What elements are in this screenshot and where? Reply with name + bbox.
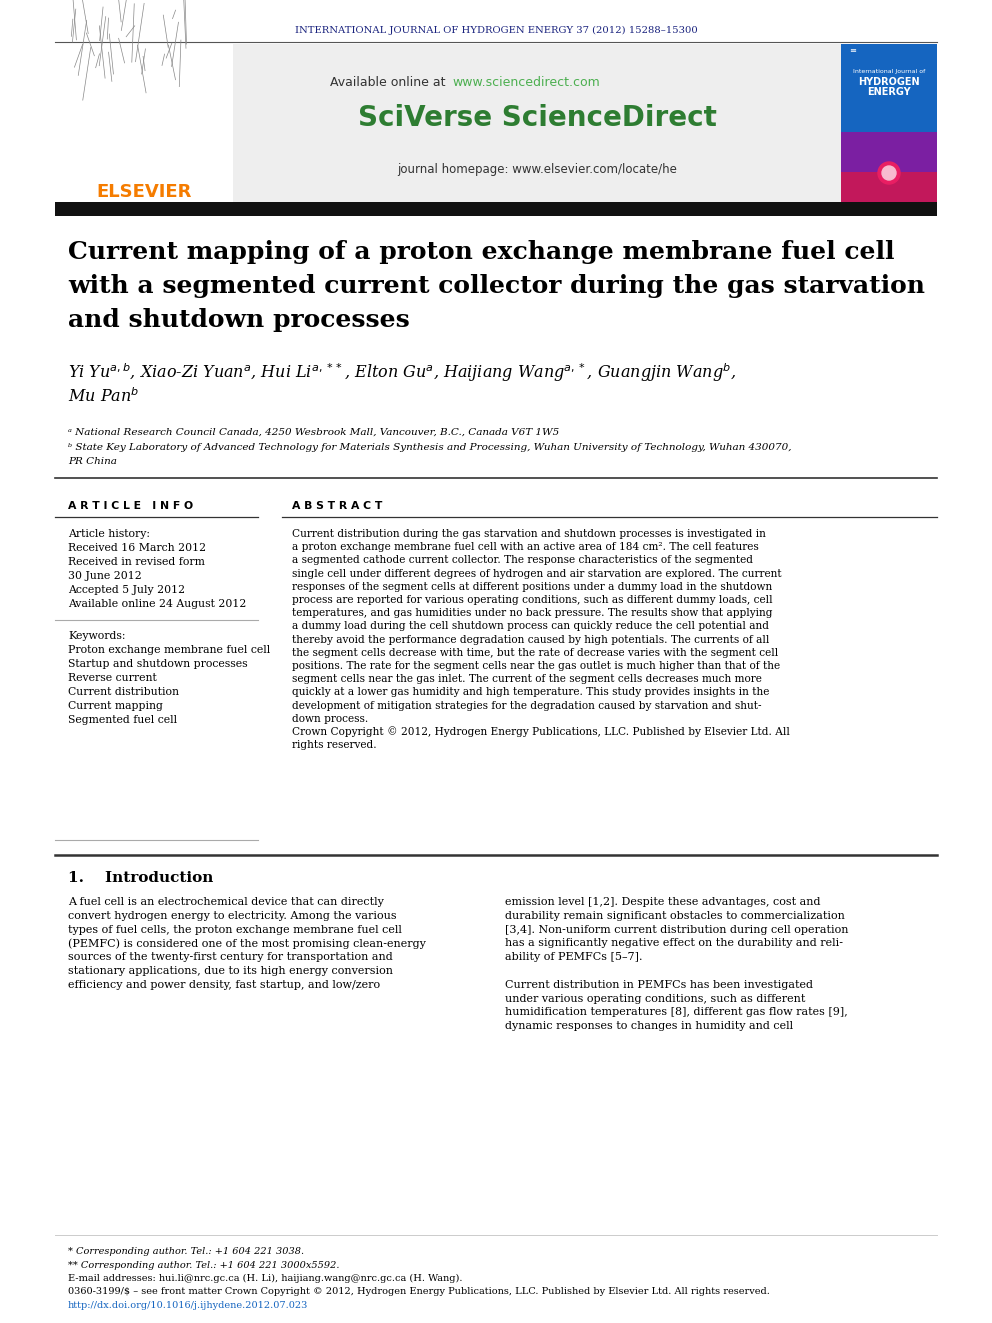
Text: ≡: ≡ [849,45,856,54]
Circle shape [882,165,896,180]
Text: convert hydrogen energy to electricity. Among the various: convert hydrogen energy to electricity. … [68,910,397,921]
Text: responses of the segment cells at different positions under a dummy load in the : responses of the segment cells at differ… [292,582,772,591]
Text: ability of PEMFCs [5–7].: ability of PEMFCs [5–7]. [505,953,643,962]
Text: durability remain significant obstacles to commercialization: durability remain significant obstacles … [505,910,845,921]
Text: sources of the twenty-first century for transportation and: sources of the twenty-first century for … [68,953,393,962]
Text: Received in revised form: Received in revised form [68,557,205,568]
Text: ᵇ State Key Laboratory of Advanced Technology for Materials Synthesis and Proces: ᵇ State Key Laboratory of Advanced Techn… [68,443,792,452]
Text: Segmented fuel cell: Segmented fuel cell [68,714,178,725]
Text: E-mail addresses: hui.li@nrc.gc.ca (H. Li), haijiang.wang@nrc.gc.ca (H. Wang).: E-mail addresses: hui.li@nrc.gc.ca (H. L… [68,1274,462,1282]
Text: Article history:: Article history: [68,529,150,538]
Bar [841,172,937,202]
Text: Reverse current: Reverse current [68,673,157,683]
Text: Startup and shutdown processes: Startup and shutdown processes [68,659,248,669]
Text: Available online at: Available online at [330,75,450,89]
Text: PR China: PR China [68,458,117,467]
Text: humidification temperatures [8], different gas flow rates [9],: humidification temperatures [8], differe… [505,1007,848,1017]
Bar [841,44,937,132]
Bar [841,132,937,172]
Text: INTERNATIONAL JOURNAL OF HYDROGEN ENERGY 37 (2012) 15288–15300: INTERNATIONAL JOURNAL OF HYDROGEN ENERGY… [295,25,697,34]
Text: http://dx.doi.org/10.1016/j.ijhydene.2012.07.023: http://dx.doi.org/10.1016/j.ijhydene.201… [68,1301,309,1310]
Text: rights reserved.: rights reserved. [292,740,377,750]
Text: Received 16 March 2012: Received 16 March 2012 [68,542,206,553]
Text: Current distribution during the gas starvation and shutdown processes is investi: Current distribution during the gas star… [292,529,766,538]
Text: www.sciencedirect.com: www.sciencedirect.com [452,75,600,89]
Text: efficiency and power density, fast startup, and low/zero: efficiency and power density, fast start… [68,980,380,990]
Text: development of mitigation strategies for the degradation caused by starvation an: development of mitigation strategies for… [292,701,762,710]
Text: ELSEVIER: ELSEVIER [96,183,191,201]
Text: temperatures, and gas humidities under no back pressure. The results show that a: temperatures, and gas humidities under n… [292,609,773,618]
Text: Mu Pan$^{b}$: Mu Pan$^{b}$ [68,388,139,406]
Text: [3,4]. Non-uniform current distribution during cell operation: [3,4]. Non-uniform current distribution … [505,925,848,934]
Text: Current distribution: Current distribution [68,687,179,697]
Bar [233,44,841,202]
Text: segment cells near the gas inlet. The current of the segment cells decreases muc: segment cells near the gas inlet. The cu… [292,675,762,684]
Text: HYDROGEN: HYDROGEN [858,77,920,87]
Bar [841,44,937,202]
Text: a segmented cathode current collector. The response characteristics of the segme: a segmented cathode current collector. T… [292,556,753,565]
Text: a proton exchange membrane fuel cell with an active area of 184 cm². The cell fe: a proton exchange membrane fuel cell wit… [292,542,759,552]
Text: positions. The rate for the segment cells near the gas outlet is much higher tha: positions. The rate for the segment cell… [292,662,780,671]
Text: Available online 24 August 2012: Available online 24 August 2012 [68,599,246,609]
Text: under various operating conditions, such as different: under various operating conditions, such… [505,994,806,1004]
Text: Crown Copyright © 2012, Hydrogen Energy Publications, LLC. Published by Elsevier: Crown Copyright © 2012, Hydrogen Energy … [292,726,790,737]
Text: journal homepage: www.elsevier.com/locate/he: journal homepage: www.elsevier.com/locat… [397,164,677,176]
Text: types of fuel cells, the proton exchange membrane fuel cell: types of fuel cells, the proton exchange… [68,925,402,934]
Text: Keywords:: Keywords: [68,631,126,642]
Text: Yi Yu$^{a,b}$, Xiao-Zi Yuan$^{a}$, Hui Li$^{a,**}$, Elton Gu$^{a}$, Haijiang Wan: Yi Yu$^{a,b}$, Xiao-Zi Yuan$^{a}$, Hui L… [68,361,736,385]
Text: A B S T R A C T: A B S T R A C T [292,501,382,511]
Text: has a significantly negative effect on the durability and reli-: has a significantly negative effect on t… [505,938,843,949]
Text: ENERGY: ENERGY [867,87,911,97]
Text: Current mapping: Current mapping [68,701,163,710]
Text: International Journal of: International Journal of [853,70,926,74]
Text: thereby avoid the performance degradation caused by high potentials. The current: thereby avoid the performance degradatio… [292,635,770,644]
Text: stationary applications, due to its high energy conversion: stationary applications, due to its high… [68,966,393,976]
Text: down process.: down process. [292,714,368,724]
Text: with a segmented current collector during the gas starvation: with a segmented current collector durin… [68,274,925,298]
Text: Proton exchange membrane fuel cell: Proton exchange membrane fuel cell [68,646,270,655]
Text: 0360-3199/$ – see front matter Crown Copyright © 2012, Hydrogen Energy Publicati: 0360-3199/$ – see front matter Crown Cop… [68,1287,770,1297]
Text: A R T I C L E   I N F O: A R T I C L E I N F O [68,501,193,511]
Text: single cell under different degrees of hydrogen and air starvation are explored.: single cell under different degrees of h… [292,569,782,578]
Text: Current mapping of a proton exchange membrane fuel cell: Current mapping of a proton exchange mem… [68,239,895,265]
Text: quickly at a lower gas humidity and high temperature. This study provides insigh: quickly at a lower gas humidity and high… [292,688,770,697]
Text: a dummy load during the cell shutdown process can quickly reduce the cell potent: a dummy load during the cell shutdown pr… [292,622,769,631]
Text: (PEMFC) is considered one of the most promising clean-energy: (PEMFC) is considered one of the most pr… [68,938,426,949]
Text: the segment cells decrease with time, but the rate of decrease varies with the s: the segment cells decrease with time, bu… [292,648,779,658]
Text: process are reported for various operating conditions, such as different dummy l: process are reported for various operati… [292,595,773,605]
Text: 1.    Introduction: 1. Introduction [68,871,213,885]
Circle shape [878,161,900,184]
Bar [55,202,937,216]
Bar [55,44,937,202]
Text: Accepted 5 July 2012: Accepted 5 July 2012 [68,585,186,595]
Bar [55,44,233,202]
Text: and shutdown processes: and shutdown processes [68,308,410,332]
Text: dynamic responses to changes in humidity and cell: dynamic responses to changes in humidity… [505,1021,794,1031]
Text: Current distribution in PEMFCs has been investigated: Current distribution in PEMFCs has been … [505,980,813,990]
Text: emission level [1,2]. Despite these advantages, cost and: emission level [1,2]. Despite these adva… [505,897,820,908]
Text: 30 June 2012: 30 June 2012 [68,572,142,581]
Text: * Corresponding author. Tel.: +1 604 221 3038.: * Corresponding author. Tel.: +1 604 221… [68,1248,305,1257]
Text: A fuel cell is an electrochemical device that can directly: A fuel cell is an electrochemical device… [68,897,384,908]
Text: SciVerse ScienceDirect: SciVerse ScienceDirect [357,105,716,132]
Text: ** Corresponding author. Tel.: +1 604 221 3000x5592.: ** Corresponding author. Tel.: +1 604 22… [68,1261,339,1270]
Text: ᵃ National Research Council Canada, 4250 Wesbrook Mall, Vancouver, B.C., Canada : ᵃ National Research Council Canada, 4250… [68,427,559,437]
